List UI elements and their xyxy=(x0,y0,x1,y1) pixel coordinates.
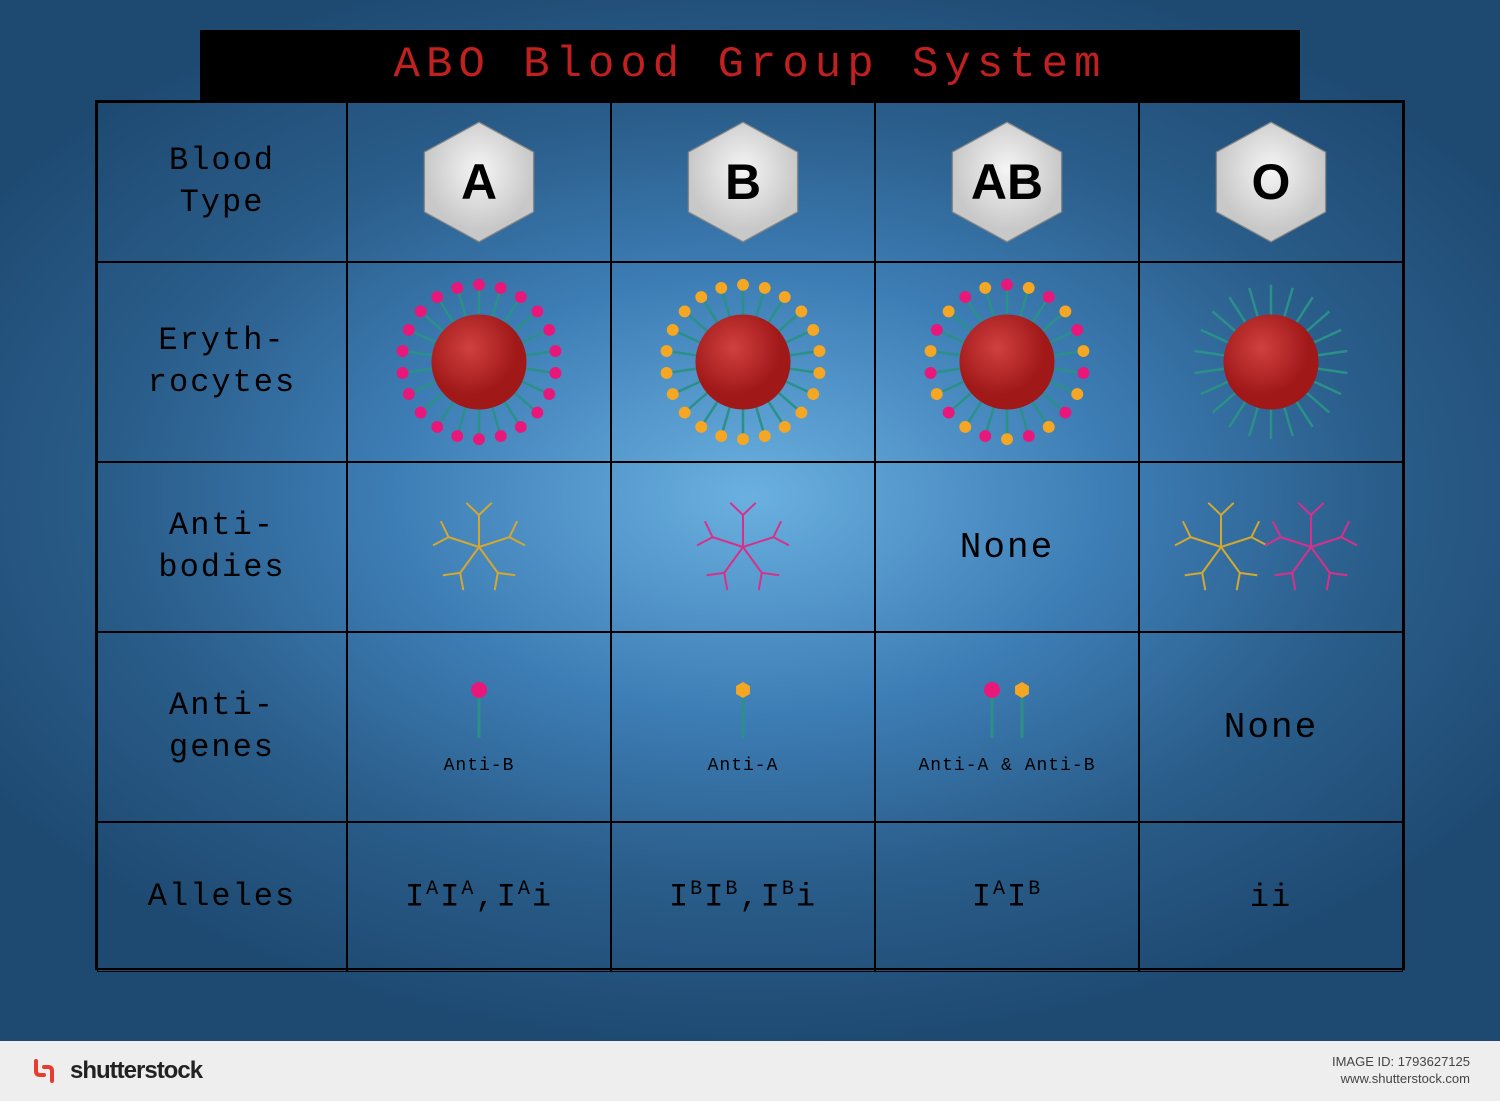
erythrocyte-AB xyxy=(875,262,1139,462)
allele-A: IAIA,IAi xyxy=(347,822,611,972)
footer-left: shutterstock xyxy=(30,1057,202,1085)
title-text: ABO Blood Group System xyxy=(394,40,1107,90)
row-label-antigenes: Anti-genes xyxy=(97,632,347,822)
footer-logo: shutterstock xyxy=(70,1057,202,1085)
blood-group-table: BloodType A B AB O Eryth-rocytes xyxy=(95,100,1405,970)
row-label-erythrocytes: Eryth-rocytes xyxy=(97,262,347,462)
antibody-O xyxy=(1139,462,1403,632)
footer-right: IMAGE ID: 1793627125 www.shutterstock.co… xyxy=(1332,1054,1470,1088)
row-label-blood-type: BloodType xyxy=(97,102,347,262)
blood-type-AB: AB xyxy=(875,102,1139,262)
shutterstock-icon xyxy=(30,1057,58,1085)
blood-type-B: B xyxy=(611,102,875,262)
blood-type-O: O xyxy=(1139,102,1403,262)
erythrocyte-B xyxy=(611,262,875,462)
footer-image-id: IMAGE ID: 1793627125 xyxy=(1332,1054,1470,1071)
allele-AB: IAIB xyxy=(875,822,1139,972)
antigen-O: None xyxy=(1139,632,1403,822)
antibody-A xyxy=(347,462,611,632)
row-label-antibodies: Anti-bodies xyxy=(97,462,347,632)
title-bar: ABO Blood Group System xyxy=(200,30,1300,100)
erythrocyte-O xyxy=(1139,262,1403,462)
erythrocyte-A xyxy=(347,262,611,462)
antigen-A: Anti-B xyxy=(347,632,611,822)
antigen-B: Anti-A xyxy=(611,632,875,822)
footer-site: www.shutterstock.com xyxy=(1332,1071,1470,1088)
antigen-AB: Anti-A & Anti-B xyxy=(875,632,1139,822)
blood-type-A: A xyxy=(347,102,611,262)
antibody-B xyxy=(611,462,875,632)
row-label-alleles: Alleles xyxy=(97,822,347,972)
allele-B: IBIB,IBi xyxy=(611,822,875,972)
allele-O: ii xyxy=(1139,822,1403,972)
antibody-AB: None xyxy=(875,462,1139,632)
footer-bar: shutterstock IMAGE ID: 1793627125 www.sh… xyxy=(0,1041,1500,1101)
